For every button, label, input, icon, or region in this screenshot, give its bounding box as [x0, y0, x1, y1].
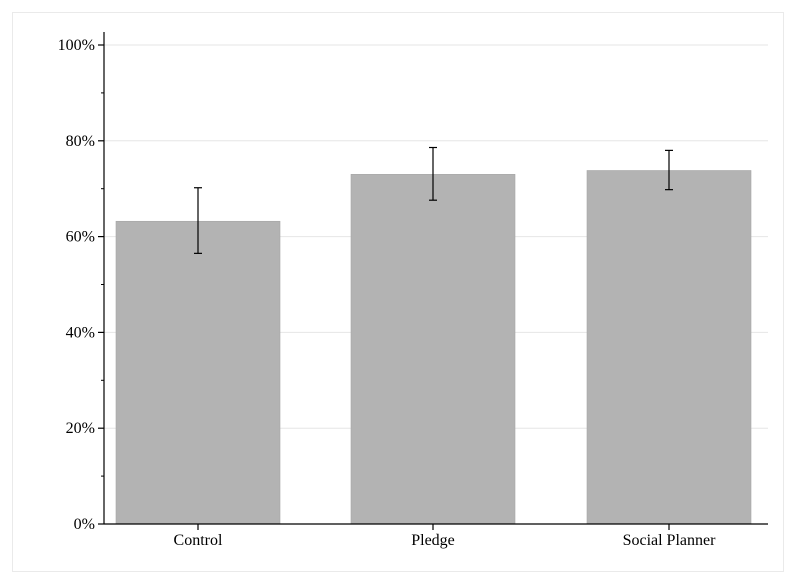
y-tick-label: 60% — [66, 229, 95, 246]
y-tick-label: 80% — [66, 133, 95, 150]
x-tick-label-pledge: Pledge — [411, 532, 455, 549]
error-bar — [665, 149, 673, 191]
y-tick-label: 20% — [66, 420, 95, 437]
bar-social-planner — [586, 170, 752, 525]
y-tick-label: 0% — [74, 516, 95, 533]
error-bar-layer — [194, 146, 673, 254]
x-tick-label-social-planner: Social Planner — [623, 532, 717, 549]
axis-layer — [98, 32, 768, 530]
x-tick-label-control: Control — [174, 532, 223, 549]
error-bar — [194, 187, 202, 254]
error-bar — [429, 146, 437, 201]
y-tick-label: 100% — [58, 37, 95, 54]
y-tick-label: 40% — [66, 324, 95, 341]
bar-pledge — [350, 174, 516, 525]
bar-layer — [115, 170, 752, 525]
label-layer: 0% 20% 40% 60% 80% 100% Control Pledge Social Pl… — [58, 37, 716, 549]
bar-control — [115, 220, 281, 525]
